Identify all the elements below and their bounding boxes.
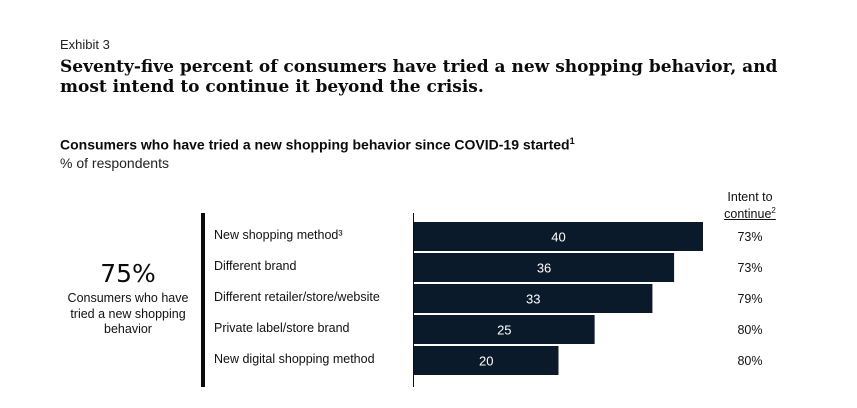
intent-value: 80% bbox=[737, 354, 763, 368]
exhibit-label: Exhibit 3 bbox=[60, 37, 110, 52]
intent-value: 80% bbox=[737, 323, 763, 337]
category-label: Different retailer/store/website bbox=[214, 290, 380, 304]
category-label: Private label/store brand bbox=[214, 321, 350, 335]
chart-title-text: Consumers who have tried a new shopping … bbox=[60, 136, 570, 153]
bar bbox=[414, 253, 675, 282]
intent-header-line1: Intent to bbox=[727, 190, 773, 204]
summary-description: Consumers who have tried a new shopping … bbox=[67, 291, 189, 336]
intent-value: 73% bbox=[737, 261, 763, 275]
category-label: New digital shopping method bbox=[214, 352, 375, 366]
bar bbox=[414, 284, 653, 313]
category-label: New shopping method³ bbox=[214, 228, 343, 242]
intent-header-footnote: 2 bbox=[771, 206, 776, 215]
headline: Seventy-five percent of consumers have t… bbox=[60, 57, 778, 97]
bar-value-label: 33 bbox=[526, 292, 540, 307]
intent-value: 73% bbox=[737, 230, 763, 244]
left-rule bbox=[201, 213, 205, 387]
bar bbox=[414, 346, 559, 375]
chart-subtitle: % of respondents bbox=[60, 155, 169, 171]
bar-value-label: 36 bbox=[537, 261, 551, 276]
intent-header-line2-text: continue bbox=[724, 207, 772, 222]
intent-header: Intent to continue2 bbox=[712, 190, 788, 221]
summary-stat: 75% bbox=[100, 259, 156, 288]
bar-value-label: 25 bbox=[497, 323, 511, 338]
bar-axis-line bbox=[413, 213, 414, 387]
bar bbox=[414, 315, 595, 344]
bar-value-label: 20 bbox=[479, 354, 493, 369]
chart-title: Consumers who have tried a new shopping … bbox=[60, 136, 575, 153]
intent-value: 79% bbox=[737, 292, 763, 306]
bar-value-label: 40 bbox=[551, 230, 565, 245]
chart-title-footnote: 1 bbox=[569, 136, 575, 146]
intent-header-line2: continue2 bbox=[712, 204, 788, 221]
bar bbox=[414, 222, 703, 251]
category-label: Different brand bbox=[214, 259, 297, 273]
